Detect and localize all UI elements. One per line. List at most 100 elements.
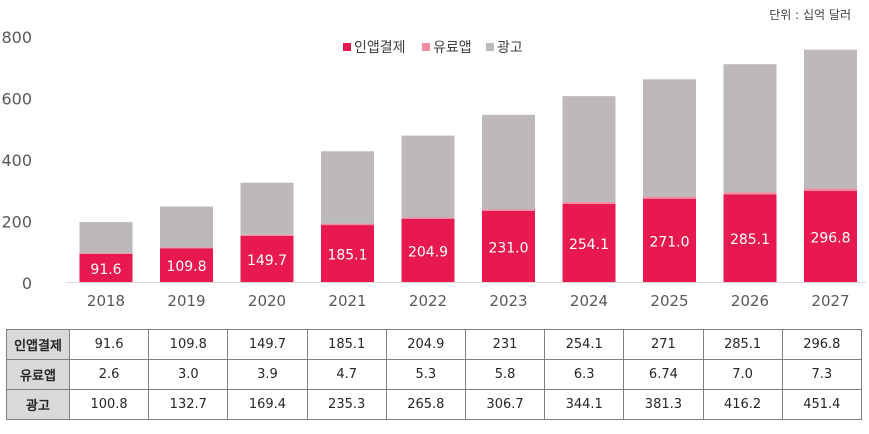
bar-paid-app [79, 253, 133, 254]
bar-ad [79, 222, 133, 254]
bar-ad [482, 114, 535, 210]
bar-ad [804, 49, 857, 189]
data-label: 204.9 [408, 244, 448, 260]
table-cell: 149.7 [227, 329, 308, 360]
table-cell: 5.8 [464, 359, 546, 390]
bar-ad [240, 182, 294, 235]
legend-label: 유료앱 [433, 40, 472, 56]
legend-swatch [343, 43, 351, 51]
table-row: 유료앱 2.6 3.0 3.9 4.7 5.3 5.8 6.3 6.74 7.0 7.3 [6, 359, 863, 390]
legend-label: 인앱결제 [354, 40, 406, 56]
bar-paid-app [643, 196, 696, 199]
table-cell: 265.8 [385, 389, 466, 420]
bar-inapp [160, 248, 213, 282]
x-tick-label: 2019 [167, 292, 205, 310]
data-label: 109.8 [166, 259, 206, 275]
bar-paid-app [160, 247, 213, 249]
data-label: 296.8 [810, 230, 850, 246]
bar-paid-app [804, 188, 857, 191]
table-row: 광고 100.8 132.7 169.4 235.3 265.8 306.7 344.1 381… [6, 389, 863, 420]
table-row: 인앱결제 91.6 109.8 149.7 185.1 204.9 231 254.1 271 2… [6, 329, 863, 360]
data-label: 271.0 [649, 234, 689, 250]
x-tick-label: 2020 [248, 292, 286, 310]
y-tick-label: 200 [1, 213, 32, 232]
legend-label: 광고 [497, 40, 523, 56]
x-tick-label: 2027 [811, 292, 849, 310]
table-cell: 381.3 [623, 389, 704, 420]
bar-ad [643, 79, 696, 197]
table-cell: 285.1 [702, 329, 783, 360]
bar-inapp [643, 198, 696, 282]
table-cell: 5.3 [385, 359, 466, 390]
data-label: 254.1 [569, 237, 609, 253]
table-row-header: 인앱결제 [6, 329, 70, 360]
bar-ad [160, 206, 213, 248]
data-label: 149.7 [247, 253, 287, 269]
unit-label: 단위 : 십억 달러 [769, 8, 851, 22]
table-cell: 451.4 [781, 389, 863, 420]
table-cell: 3.0 [148, 359, 229, 390]
bar-paid-app [401, 217, 455, 219]
bar-inapp [723, 194, 777, 282]
table-cell: 6.3 [544, 359, 625, 390]
x-tick-label: 2022 [409, 292, 447, 310]
table-cell: 7.3 [781, 359, 863, 390]
table-cell: 109.8 [148, 329, 229, 360]
x-tick-label: 2021 [328, 292, 366, 310]
bar-paid-app [562, 201, 616, 204]
y-tick-label: 600 [1, 90, 32, 109]
bar-inapp [562, 203, 616, 282]
table-row-header: 유료앱 [6, 359, 70, 390]
table-cell: 254.1 [544, 329, 625, 360]
table-row-header: 광고 [6, 389, 70, 420]
x-tick-label: 2024 [570, 292, 608, 310]
bar-paid-app [482, 209, 535, 211]
data-label: 231.0 [488, 240, 528, 256]
table-cell: 296.8 [781, 329, 863, 360]
table-cell: 231 [464, 329, 546, 360]
x-tick-label: 2023 [489, 292, 527, 310]
data-label: 285.1 [730, 232, 770, 248]
bar-ad [562, 96, 616, 202]
x-tick-label: 2018 [87, 292, 125, 310]
bar-inapp [401, 218, 455, 282]
data-label: 185.1 [327, 248, 367, 264]
bar-ad [723, 64, 777, 193]
bar-paid-app [240, 234, 294, 236]
table-cell: 235.3 [306, 389, 387, 420]
table-cell: 185.1 [306, 329, 387, 360]
table-cell: 416.2 [702, 389, 783, 420]
table-cell: 4.7 [306, 359, 387, 390]
table-cell: 306.7 [464, 389, 546, 420]
bar-inapp [804, 190, 857, 282]
table-cell: 271 [623, 329, 704, 360]
table-cell: 100.8 [68, 389, 150, 420]
data-label: 91.6 [90, 262, 121, 278]
y-tick-label: 800 [1, 28, 32, 47]
bar-inapp [482, 210, 535, 282]
bar-paid-app [723, 192, 777, 195]
bar-ad [321, 151, 374, 224]
table-cell: 2.6 [68, 359, 150, 390]
bar-inapp [321, 225, 374, 282]
table-cell: 3.9 [227, 359, 308, 390]
table-cell: 7.0 [702, 359, 783, 390]
table-cell: 344.1 [544, 389, 625, 420]
table-cell: 132.7 [148, 389, 229, 420]
bar-paid-app [321, 223, 374, 226]
bar-ad [401, 135, 455, 218]
table-cell: 91.6 [68, 329, 150, 360]
bar-inapp [240, 235, 294, 282]
table-cell: 6.74 [623, 359, 704, 390]
legend-swatch [422, 43, 430, 51]
table-cell: 169.4 [227, 389, 308, 420]
bar-inapp [79, 253, 133, 282]
data-table: 인앱결제 91.6 109.8 149.7 185.1 204.9 231 254.1 271 2… [6, 329, 863, 420]
stacked-bar-chart: 0 200 400 600 800 91.6 2018 109.8 2019 149.7 2020 1… [1, 28, 866, 310]
x-tick-label: 2026 [731, 292, 769, 310]
table-cell: 204.9 [385, 329, 466, 360]
y-tick-label: 0 [22, 274, 32, 293]
x-tick-label: 2025 [650, 292, 688, 310]
legend-swatch [486, 43, 494, 51]
y-tick-label: 400 [1, 151, 32, 170]
